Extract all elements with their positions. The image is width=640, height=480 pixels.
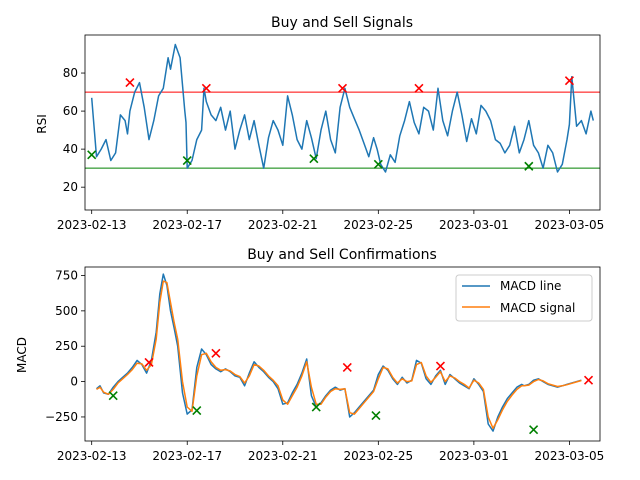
rsi-x-tick-label: 2023-02-17 — [152, 218, 222, 232]
macd-y-axis-label: MACD — [15, 337, 29, 373]
rsi-series-line — [90, 43, 595, 173]
macd-x-tick-label: 2023-02-21 — [248, 449, 318, 463]
rsi-x-tick-label: 2023-03-05 — [535, 218, 605, 232]
buy-signal-marker — [108, 391, 118, 401]
macd-chart-title: Buy and Sell Confirmations — [247, 247, 437, 263]
buy-signal-marker — [524, 161, 534, 171]
macd-y-tick-label: 0 — [70, 375, 78, 389]
macd-x-tick-label: 2023-02-17 — [152, 449, 222, 463]
rsi-x-tick-label: 2023-02-25 — [343, 218, 413, 232]
macd-x-tick-label: 2023-02-13 — [57, 449, 127, 463]
macd-panel: Buy and Sell Confirmations MACD 2023-02-… — [15, 247, 604, 463]
macd-y-tick-label: 500 — [55, 304, 78, 318]
buy-signal-marker — [371, 410, 381, 421]
macd-x-tick-label: 2023-03-01 — [439, 449, 509, 463]
sell-signal-marker — [144, 357, 154, 368]
sell-signal-marker — [337, 83, 348, 93]
buy-signal-marker — [192, 406, 202, 416]
legend-macd-signal-label: MACD signal — [500, 301, 575, 315]
rsi-y-tick-label: 40 — [63, 142, 78, 156]
rsi-x-tick-label: 2023-02-21 — [248, 218, 318, 232]
rsi-x-tick-label: 2023-03-01 — [439, 218, 509, 232]
sell-signal-marker — [435, 361, 446, 371]
sell-signal-marker — [125, 77, 135, 88]
rsi-plot-frame — [84, 34, 601, 211]
sell-signal-marker — [564, 76, 574, 86]
macd-y-tick-label: 750 — [55, 268, 78, 282]
buy-signal-marker — [309, 154, 319, 164]
rsi-y-tick-label: 60 — [63, 104, 78, 118]
buy-signal-marker — [373, 159, 383, 169]
sell-signal-marker — [201, 83, 211, 93]
sell-signal-marker — [583, 375, 594, 385]
macd-signal-series-line — [96, 280, 582, 430]
rsi-y-axis-label: RSI — [35, 114, 49, 134]
buy-signal-marker — [87, 150, 97, 160]
sell-signal-marker — [211, 348, 221, 358]
macd-y-tick-label: −250 — [45, 410, 78, 424]
macd-x-tick-label: 2023-02-25 — [343, 449, 413, 463]
macd-y-tick-label: 250 — [55, 339, 78, 353]
rsi-chart-title: Buy and Sell Signals — [271, 15, 413, 31]
macd-x-tick-label: 2023-03-05 — [535, 449, 605, 463]
macd-plot-frame — [84, 266, 601, 442]
buy-signal-marker — [182, 155, 192, 166]
rsi-y-tick-label: 20 — [63, 180, 78, 194]
buy-signal-marker — [311, 402, 321, 412]
rsi-panel: Buy and Sell Signals RSI 2023-02-13 2023-… — [35, 15, 604, 232]
legend-macd-line-label: MACD line — [500, 279, 561, 293]
sell-signal-marker — [414, 83, 424, 93]
macd-line-series-line — [96, 273, 582, 432]
sell-signal-marker — [342, 362, 352, 373]
rsi-y-tick-label: 80 — [63, 66, 78, 80]
buy-signal-marker — [529, 425, 539, 435]
rsi-x-tick-label: 2023-02-13 — [57, 218, 127, 232]
macd-legend: MACD line MACD signal — [455, 274, 593, 322]
